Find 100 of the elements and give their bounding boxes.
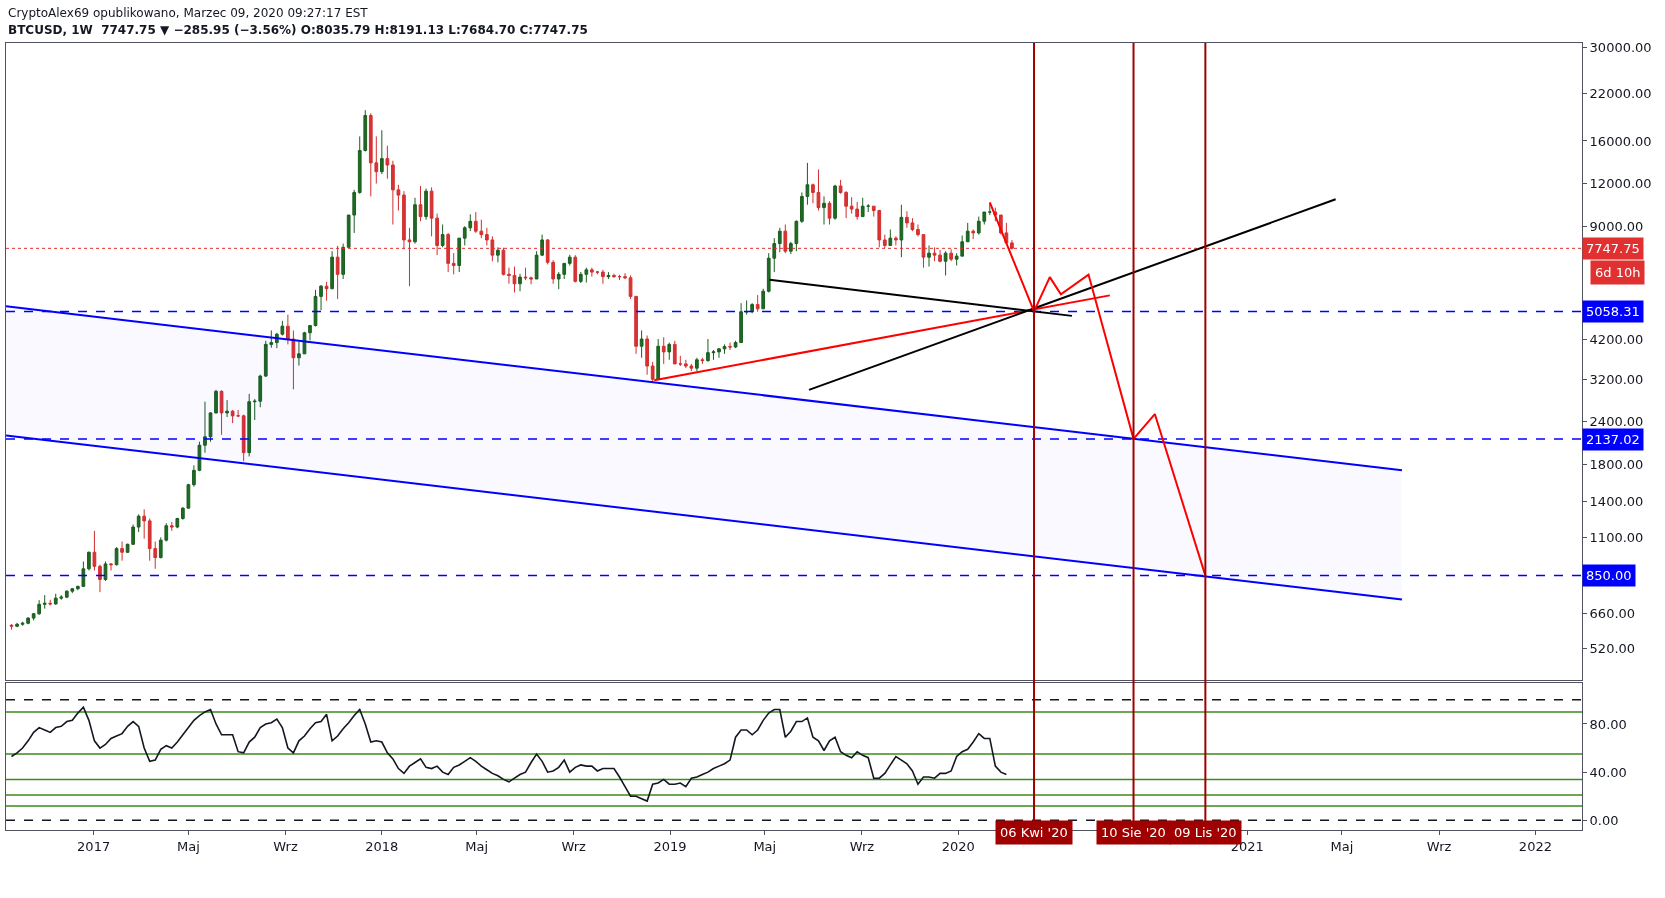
x-tick-label: Wrz	[849, 838, 875, 854]
candlestick	[833, 184, 837, 221]
candlestick	[15, 622, 19, 628]
candlestick	[142, 508, 147, 540]
candlestick	[48, 599, 53, 606]
candlestick	[744, 299, 749, 316]
candlestick	[308, 325, 312, 341]
candlestick	[678, 355, 683, 367]
candlestick	[888, 228, 893, 246]
candlestick	[700, 357, 705, 365]
y-tick-label: 1400.00	[1589, 494, 1644, 510]
candlestick	[623, 272, 627, 280]
candlestick	[943, 250, 948, 276]
ref-line-label: 5058.31	[1586, 304, 1640, 319]
candlestick	[722, 343, 727, 355]
ref-line-label: 09 Lis '20	[1174, 825, 1237, 840]
x-tick-label: Wrz	[561, 838, 587, 854]
chart-subtitle: BTCUSD, 1W 7747.75 ▼ −285.95 (−3.56%) O:8035.79 H:8191.13 L:7684.70 C:7747.75	[8, 23, 588, 37]
line-series	[10, 706, 1008, 802]
candlestick	[379, 129, 384, 175]
candlestick	[330, 250, 334, 290]
candlestick	[971, 228, 976, 240]
chart-title: CryptoAlex69 opublikowano, Marzec 09, 2020 09:27:17 EST	[8, 6, 369, 20]
candlestick	[777, 227, 782, 253]
candlestick	[899, 204, 904, 258]
candlestick	[136, 513, 141, 533]
candlestick	[87, 551, 91, 571]
candlestick	[496, 246, 500, 263]
x-tick-label: 2020	[941, 838, 975, 854]
candlestick	[750, 302, 755, 314]
y-tick-label: 30000.00	[1589, 40, 1652, 56]
candlestick	[324, 281, 329, 302]
x-tick-label: Maj	[465, 838, 488, 854]
candlestick	[567, 254, 572, 266]
x-tick-label: Wrz	[1426, 838, 1452, 854]
candlestick	[120, 541, 124, 562]
candlestick	[424, 188, 428, 221]
candlestick	[457, 237, 462, 273]
candlestick	[645, 335, 649, 376]
ref-line-label: 06 Kwi '20	[1000, 825, 1068, 840]
x-tick-label: 2022	[1518, 838, 1552, 854]
candlestick	[175, 517, 180, 529]
candlestick	[385, 145, 390, 180]
x-tick-label: 2019	[653, 838, 687, 854]
candlestick	[98, 564, 102, 593]
candlestick	[451, 252, 456, 275]
y-tick-label: 3200.00	[1589, 371, 1644, 387]
candlestick	[601, 269, 605, 285]
y-tick-label: 80.00	[1589, 716, 1627, 732]
candlestick	[822, 195, 826, 226]
candlestick	[169, 521, 174, 532]
ref-line-label: 10 Sie '20	[1101, 825, 1166, 840]
x-tick-label: 2018	[365, 838, 399, 854]
candlestick	[672, 340, 677, 365]
candlestick	[894, 235, 898, 246]
ref-line-label: 7747.75	[1586, 241, 1640, 256]
candlestick	[247, 393, 252, 457]
candlestick	[639, 329, 644, 359]
x-tick-label: Wrz	[273, 838, 298, 854]
y-tick-label: 520.00	[1589, 640, 1636, 656]
y-tick-label: 1100.00	[1589, 529, 1644, 545]
candlestick	[728, 342, 732, 351]
x-tick-label: Maj	[176, 838, 200, 854]
candlestick	[109, 562, 113, 571]
candlestick	[241, 414, 246, 462]
candlestick	[695, 357, 699, 372]
candlestick	[661, 336, 666, 365]
candlestick	[236, 409, 240, 418]
candlestick	[440, 224, 445, 248]
candlestick	[965, 222, 970, 243]
candlestick	[103, 560, 108, 582]
candlestick	[225, 399, 229, 418]
candlestick	[761, 288, 766, 310]
candlestick	[413, 197, 417, 245]
y-tick-label: 2400.00	[1589, 414, 1644, 430]
candlestick	[42, 594, 47, 610]
ref-line-label: 2137.02	[1586, 432, 1640, 447]
x-tick-label: Maj	[753, 838, 777, 854]
y-tick-label: 4200.00	[1589, 331, 1644, 347]
text: 6d 10h	[1595, 265, 1641, 280]
candlestick	[667, 342, 672, 361]
candlestick	[612, 273, 616, 279]
candlestick	[518, 273, 522, 292]
candlestick	[650, 361, 655, 383]
y-tick-label: 660.00	[1589, 605, 1636, 621]
y-tick-label: 9000.00	[1589, 218, 1644, 234]
y-tick-label: 16000.00	[1589, 133, 1652, 149]
x-tick-label: Maj	[1330, 838, 1354, 854]
y-tick-label: 40.00	[1589, 764, 1627, 780]
candlestick	[606, 271, 611, 280]
candlestick	[590, 267, 594, 278]
ref-line-label: 850.00	[1586, 568, 1632, 583]
candlestick	[114, 546, 119, 566]
candlestick	[755, 294, 760, 313]
candlestick	[92, 530, 97, 571]
candlestick	[717, 347, 721, 359]
candlestick	[203, 401, 207, 454]
y-tick-label: 0.00	[1589, 812, 1619, 828]
candlestick	[9, 623, 14, 631]
candlestick	[341, 243, 345, 280]
